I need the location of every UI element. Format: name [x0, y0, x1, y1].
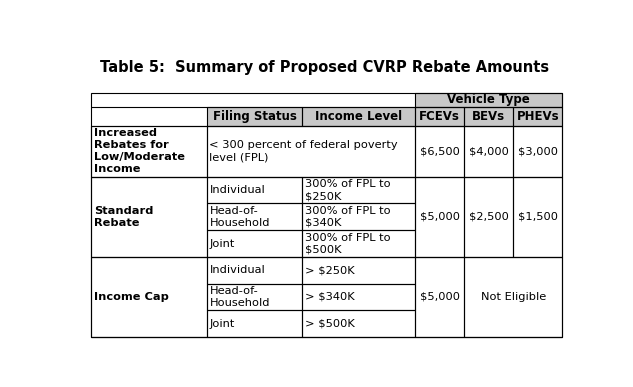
Text: $6,500: $6,500 — [420, 146, 460, 156]
Bar — [513, 107, 562, 126]
Text: $5,000: $5,000 — [420, 292, 460, 302]
Text: $2,500: $2,500 — [468, 212, 508, 222]
Text: $1,500: $1,500 — [518, 212, 558, 222]
Bar — [207, 310, 303, 337]
Bar — [207, 177, 303, 204]
Text: Not Eligible: Not Eligible — [480, 292, 546, 302]
Text: 300% of FPL to
$250K: 300% of FPL to $250K — [304, 179, 391, 201]
Text: Individual: Individual — [210, 265, 265, 275]
Text: Income Cap: Income Cap — [94, 292, 169, 302]
Bar — [303, 177, 415, 204]
Text: 300% of FPL to
$500K: 300% of FPL to $500K — [304, 233, 391, 255]
Text: Head-of-
Household: Head-of- Household — [210, 206, 270, 228]
Bar — [415, 107, 464, 126]
Text: $4,000: $4,000 — [468, 146, 508, 156]
Text: BEVs: BEVs — [472, 110, 505, 123]
Bar — [207, 107, 303, 126]
Bar — [464, 107, 513, 126]
Text: FCEVs: FCEVs — [419, 110, 460, 123]
Text: Joint: Joint — [210, 319, 235, 329]
Text: $5,000: $5,000 — [420, 212, 460, 222]
Bar — [464, 107, 513, 126]
Text: > $500K: > $500K — [304, 319, 354, 329]
Bar — [207, 284, 303, 310]
Bar — [415, 107, 464, 126]
Bar — [207, 204, 303, 230]
Text: 300% of FPL to
$340K: 300% of FPL to $340K — [304, 206, 391, 228]
Bar — [303, 230, 415, 257]
Bar — [303, 284, 415, 310]
Text: Head-of-
Household: Head-of- Household — [210, 286, 270, 308]
Text: Filing Status: Filing Status — [213, 110, 297, 123]
Bar — [303, 257, 415, 284]
Bar — [303, 107, 415, 126]
Text: > $340K: > $340K — [304, 292, 354, 302]
Bar — [207, 230, 303, 257]
Text: Vehicle Type: Vehicle Type — [448, 94, 530, 106]
Bar — [207, 257, 303, 284]
Bar — [415, 92, 562, 107]
Bar — [513, 107, 562, 126]
Text: Table 5:  Summary of Proposed CVRP Rebate Amounts: Table 5: Summary of Proposed CVRP Rebate… — [100, 60, 549, 75]
Text: < 300 percent of federal poverty
level (FPL): < 300 percent of federal poverty level (… — [210, 140, 398, 163]
Text: $3,000: $3,000 — [518, 146, 558, 156]
Bar — [415, 92, 562, 107]
Text: Income Level: Income Level — [315, 110, 402, 123]
Text: Standard
Rebate: Standard Rebate — [94, 206, 153, 228]
Bar — [207, 107, 303, 126]
Bar — [303, 107, 415, 126]
Text: PHEVs: PHEVs — [517, 110, 559, 123]
Text: Increased
Rebates for
Low/Moderate
Income: Increased Rebates for Low/Moderate Incom… — [94, 128, 185, 175]
Text: Joint: Joint — [210, 238, 235, 248]
Text: > $250K: > $250K — [304, 265, 354, 275]
Bar — [303, 204, 415, 230]
Text: Individual: Individual — [210, 185, 265, 195]
Bar — [303, 310, 415, 337]
